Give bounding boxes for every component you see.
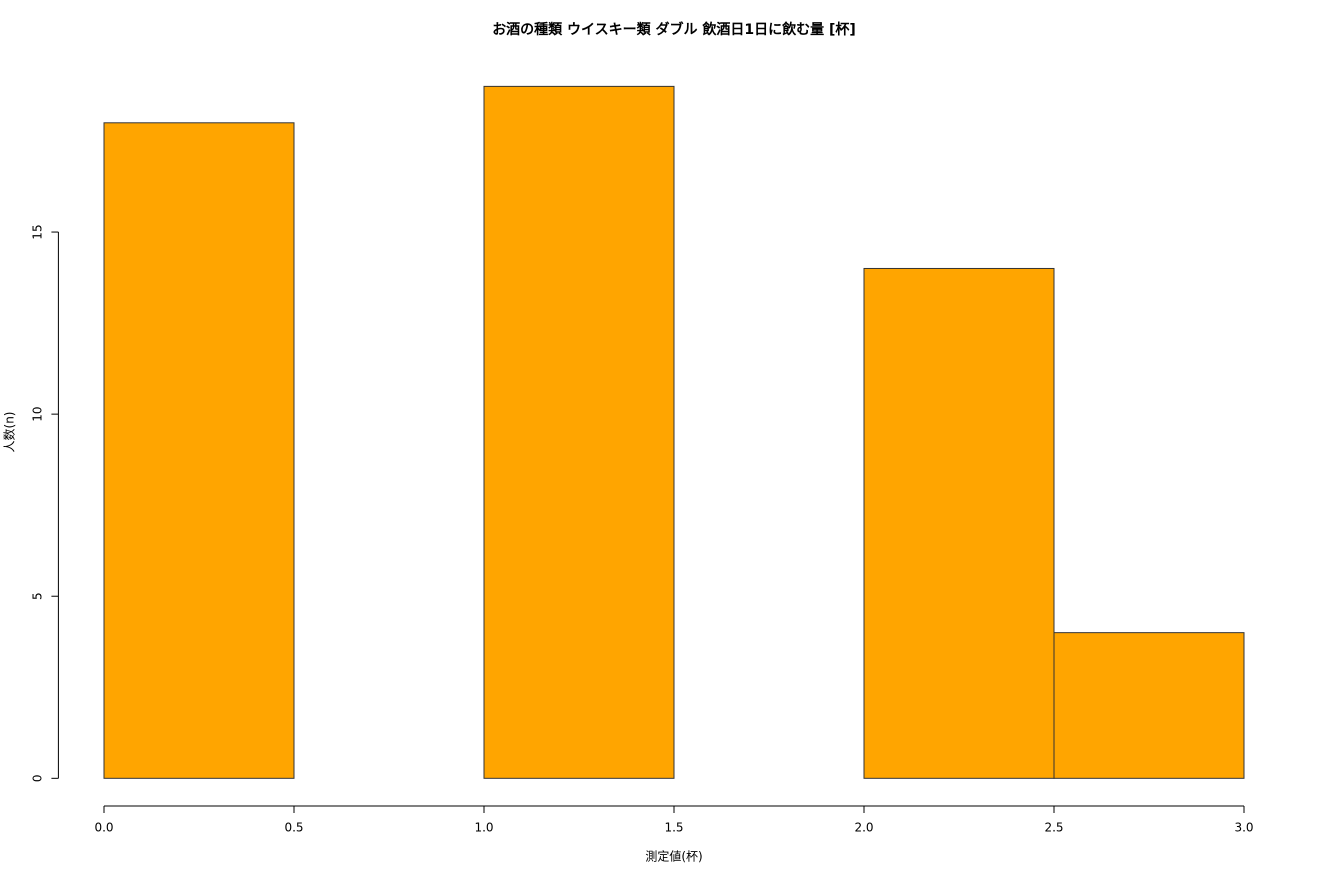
y-tick-label: 10 [31, 407, 45, 422]
x-tick-label: 0.5 [284, 821, 303, 835]
x-tick-label: 2.5 [1044, 821, 1063, 835]
y-tick-label: 15 [31, 224, 45, 239]
bar [1053, 632, 1245, 779]
y-axis-label: 人数(n) [2, 412, 17, 453]
x-tick-label: 0.0 [94, 821, 113, 835]
bar [103, 122, 295, 779]
chart-title: お酒の種類 ウイスキー類 ダブル 飲酒日1日に飲む量 [杯] [492, 21, 856, 38]
x-tick-label: 1.5 [664, 821, 683, 835]
y-tick-label: 0 [31, 775, 45, 783]
x-tick-label: 2.0 [854, 821, 873, 835]
y-tick-label: 5 [31, 592, 45, 600]
x-tick-label: 3.0 [1234, 821, 1253, 835]
x-tick-label: 1.0 [474, 821, 493, 835]
x-axis-label: 測定値(杯) [645, 849, 702, 864]
bar [483, 85, 675, 779]
bar [863, 267, 1055, 779]
